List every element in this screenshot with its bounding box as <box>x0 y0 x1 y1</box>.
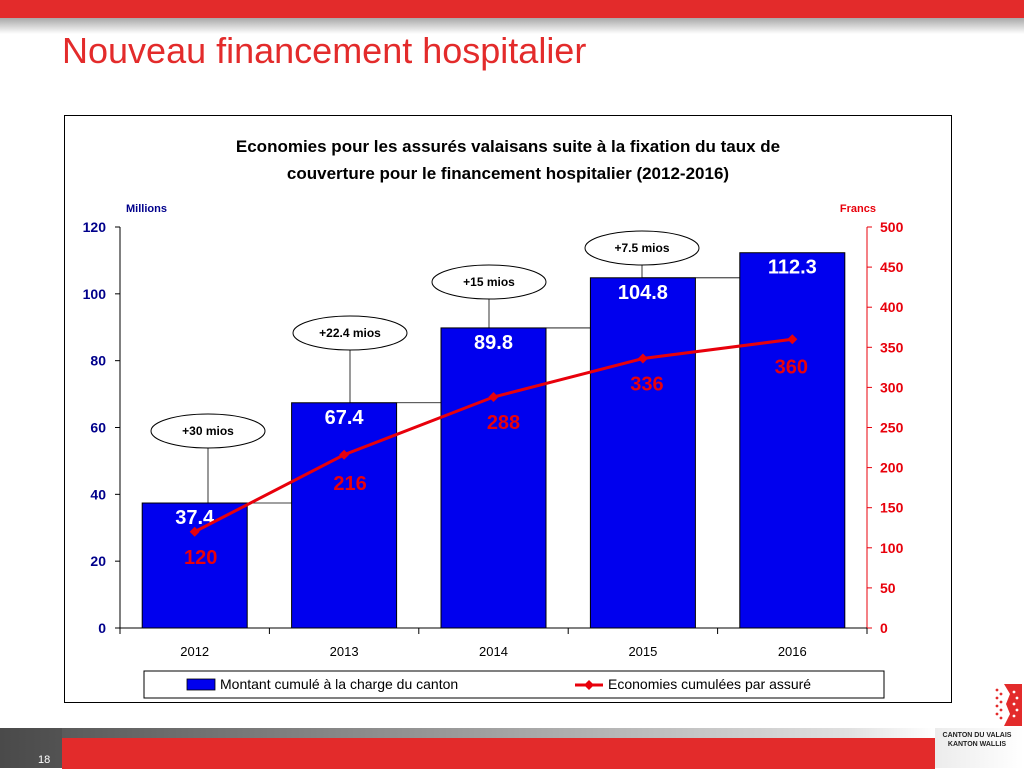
y-right-tick-label: 300 <box>880 379 904 395</box>
line-point-2014 <box>488 392 499 403</box>
line-value-label: 336 <box>630 374 663 396</box>
x-tick-label: 2014 <box>479 644 508 659</box>
y-left-tick-label: 0 <box>98 620 106 636</box>
canton-valais-logo-icon <box>995 684 1022 726</box>
y-right-tick-label: 500 <box>880 219 904 235</box>
bar-value-label: 104.8 <box>618 282 668 304</box>
legend-swatch-marker <box>584 680 594 690</box>
annotation-text: +30 mios <box>182 424 234 438</box>
slide-title: Nouveau financement hospitalier <box>62 30 587 71</box>
y-right-tick-label: 0 <box>880 620 888 636</box>
annotation-callout <box>431 264 547 300</box>
line-point-2015 <box>637 353 648 364</box>
y-left-unit-label: Millions <box>126 203 167 215</box>
chart: Economies pour les assurés valaisans sui… <box>83 137 904 699</box>
y-right-tick-label: 150 <box>880 500 904 516</box>
top-accent-bar <box>0 0 1024 18</box>
y-right-tick-label: 100 <box>880 540 904 556</box>
line-value-label: 288 <box>487 412 520 434</box>
y-right-tick-label: 350 <box>880 339 904 355</box>
legend-swatch-bar <box>186 678 216 691</box>
y-right-tick-label: 450 <box>880 259 904 275</box>
x-tick-label: 2016 <box>778 644 807 659</box>
line-value-label: 360 <box>775 356 808 378</box>
line-point-2012 <box>189 526 200 537</box>
bar-2012 <box>141 502 248 629</box>
legend-label-bar: Montant cumulé à la charge du canton <box>220 676 458 692</box>
bar-2013 <box>291 402 398 629</box>
line-point-2013 <box>339 449 350 460</box>
y-right-tick-label: 50 <box>880 580 896 596</box>
logo-wordmark: CANTON DU VALAIS KANTON WALLIS <box>930 731 1024 749</box>
y-left-tick-label: 60 <box>90 420 106 436</box>
bar-value-label: 67.4 <box>325 407 365 429</box>
y-left-tick-label: 40 <box>90 486 106 502</box>
annotation-callout <box>584 230 700 266</box>
chart-title-line-1: Economies pour les assurés valaisans sui… <box>236 137 780 156</box>
x-tick-label: 2013 <box>330 644 359 659</box>
annotation-text: +7.5 mios <box>614 241 669 255</box>
bar-2016 <box>739 252 846 629</box>
y-left-tick-label: 80 <box>90 353 106 369</box>
top-shadow <box>0 18 1024 34</box>
line-value-label: 216 <box>333 473 366 495</box>
chart-title-line-2: couverture pour le financement hospitali… <box>287 164 729 183</box>
annotation-callout <box>292 315 408 351</box>
annotation-text: +22.4 mios <box>319 326 381 340</box>
y-left-tick-label: 20 <box>90 553 106 569</box>
line-value-label: 120 <box>184 547 217 569</box>
bar-value-label: 112.3 <box>768 257 817 279</box>
x-tick-label: 2012 <box>180 644 209 659</box>
logo-line-2: KANTON WALLIS <box>947 741 1007 748</box>
y-left-tick-label: 100 <box>83 286 107 302</box>
y-left-tick-label: 120 <box>83 219 107 235</box>
y-right-unit-label: Francs <box>840 203 876 215</box>
y-right-tick-label: 400 <box>880 299 904 315</box>
legend-label-line: Economies cumulées par assuré <box>608 676 811 692</box>
legend-box <box>143 670 885 699</box>
y-right-tick-label: 200 <box>880 460 904 476</box>
bar-2015 <box>589 277 696 629</box>
bar-value-label: 89.8 <box>474 332 513 354</box>
page-number: 18 <box>38 754 51 766</box>
line-point-2016 <box>787 334 798 345</box>
logo-line-1: CANTON DU VALAIS <box>942 732 1012 739</box>
bar-value-label: 37.4 <box>175 507 215 529</box>
annotation-text: +15 mios <box>463 275 515 289</box>
annotation-callout <box>150 413 266 449</box>
bar-2014 <box>440 327 547 629</box>
footer-gradient-band <box>62 728 935 738</box>
x-tick-label: 2015 <box>628 644 657 659</box>
y-right-tick-label: 250 <box>880 420 904 436</box>
